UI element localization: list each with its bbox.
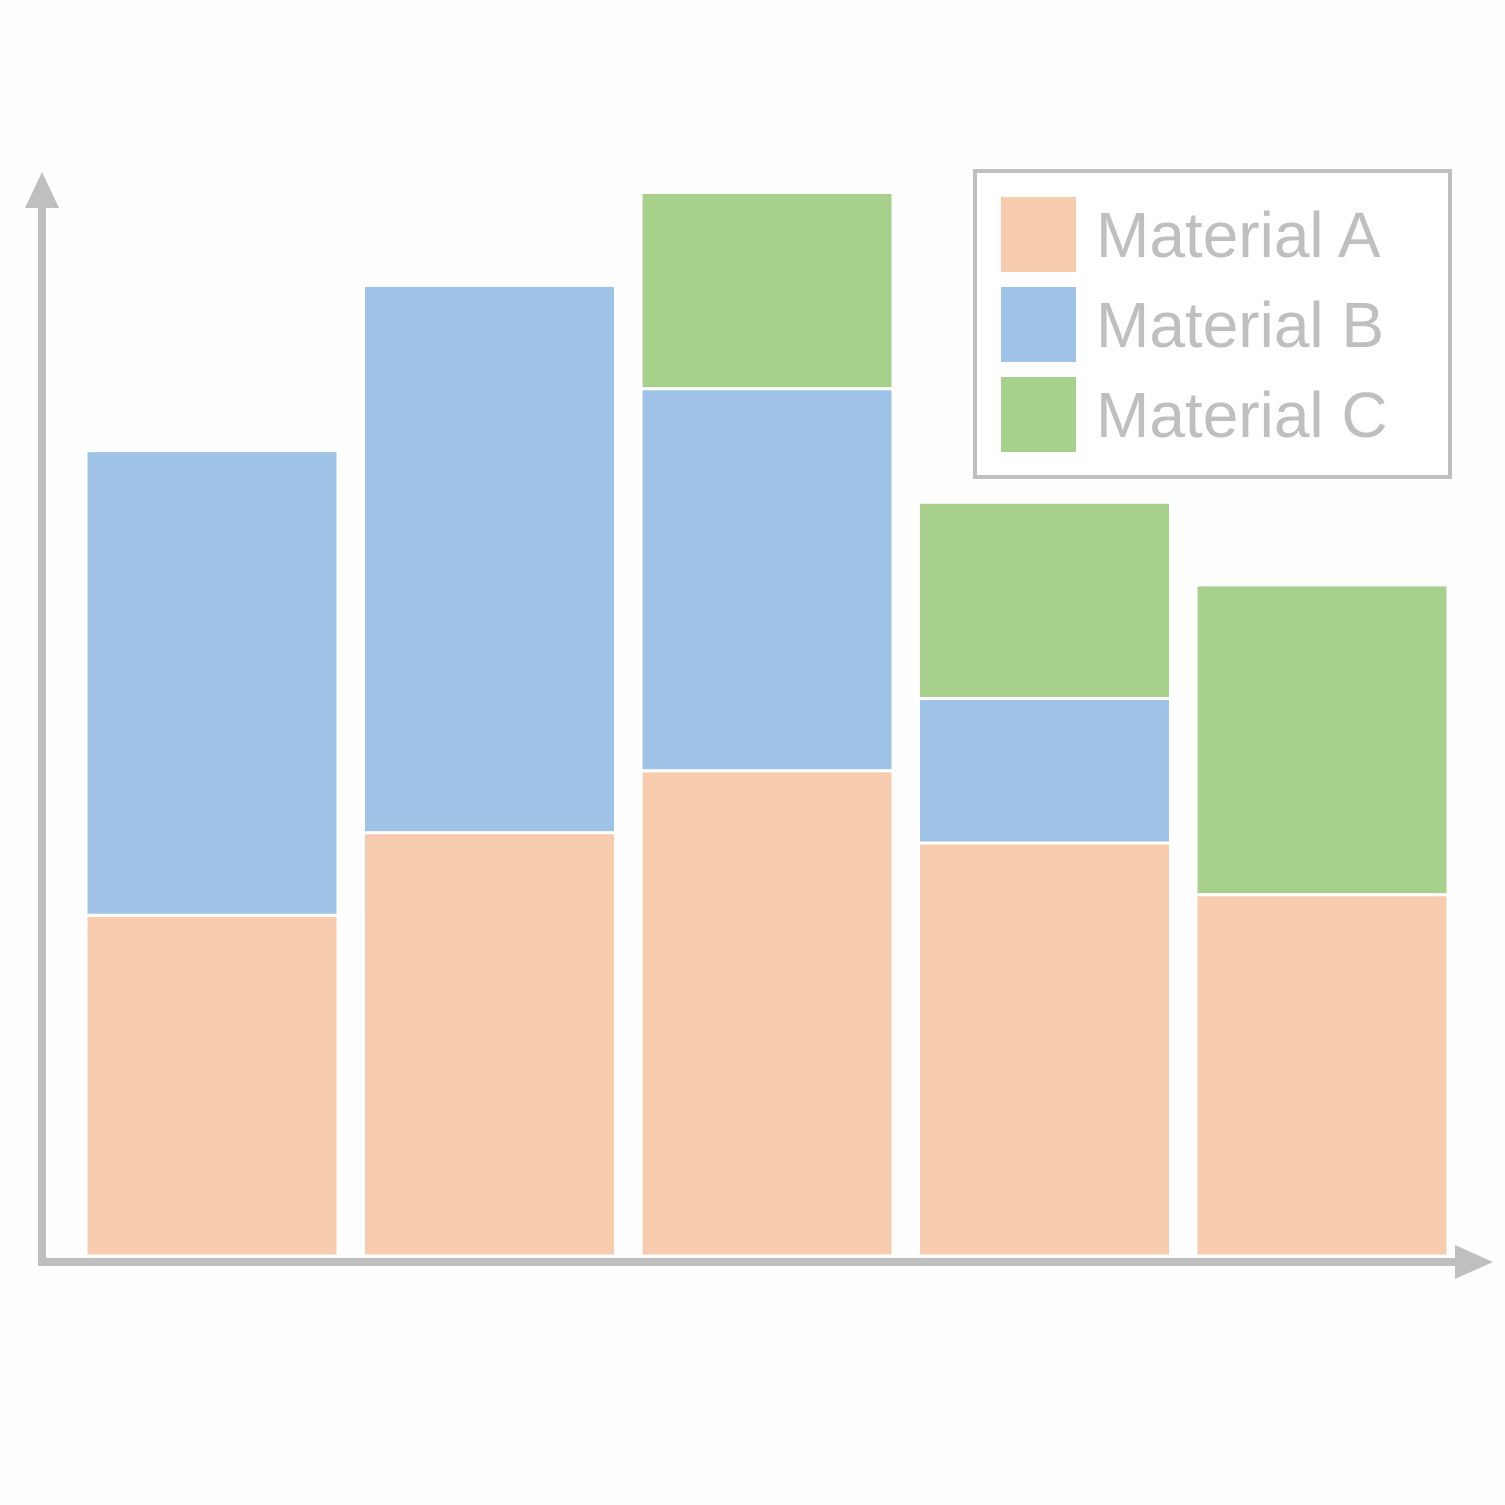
y-axis-arrow xyxy=(25,172,59,208)
legend: Material A Material B Material C xyxy=(973,169,1452,479)
bar-segment-4-material-a xyxy=(917,841,1172,1258)
bar-segment-1-material-a xyxy=(84,913,340,1258)
bar-segment-2-material-b xyxy=(362,283,617,835)
bar-segment-3-material-a xyxy=(639,769,895,1258)
bar-segment-2-material-a xyxy=(362,831,617,1258)
legend-swatch-material-a xyxy=(1001,197,1076,272)
x-axis-arrow xyxy=(1455,1245,1493,1279)
legend-label-material-a: Material A xyxy=(1096,199,1381,271)
legend-label-material-b: Material B xyxy=(1096,289,1384,361)
bar-segment-3-material-b xyxy=(639,387,895,773)
bar-segment-1-material-b xyxy=(84,449,340,917)
bar-segment-4-material-b xyxy=(917,696,1172,845)
bars-group xyxy=(84,191,1450,1258)
legend-swatch-material-c xyxy=(1001,377,1076,452)
bar-segment-3-material-c xyxy=(639,191,895,391)
bar-segment-5-material-c xyxy=(1194,583,1450,897)
legend-label-material-c: Material C xyxy=(1096,379,1388,451)
bar-segment-5-material-a xyxy=(1194,893,1450,1258)
bar-segment-4-material-c xyxy=(917,500,1172,700)
axes xyxy=(25,172,1493,1279)
legend-swatch-material-b xyxy=(1001,287,1076,362)
